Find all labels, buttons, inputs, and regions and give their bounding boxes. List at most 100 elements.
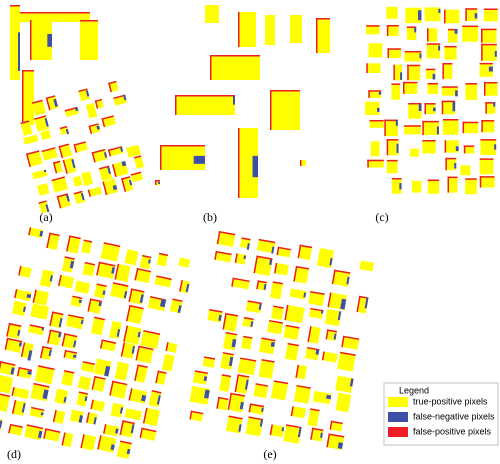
fp-edge — [9, 423, 23, 429]
building — [290, 15, 302, 43]
building — [134, 267, 152, 284]
fp-edge — [384, 119, 386, 137]
fp-edge — [63, 370, 75, 374]
fp-edge — [408, 102, 422, 105]
building — [316, 248, 334, 269]
fp-edge — [56, 193, 69, 198]
segmentation-maps — [0, 5, 498, 459]
fp-edge — [269, 424, 273, 436]
fp-edge — [316, 18, 318, 53]
fp-edge — [87, 189, 91, 197]
fp-edge — [214, 250, 218, 260]
fp-edge — [91, 152, 96, 163]
fp-edge — [238, 12, 240, 47]
building — [335, 375, 354, 393]
building — [324, 308, 342, 327]
building — [386, 159, 398, 174]
building — [258, 359, 275, 379]
fn-patch — [102, 290, 106, 296]
fp-edge — [88, 125, 93, 134]
fp-edge — [261, 337, 276, 342]
fn-patch — [364, 298, 369, 309]
building — [241, 335, 253, 350]
fp-edge — [129, 304, 144, 310]
fp-edge — [445, 157, 457, 160]
building — [120, 342, 136, 359]
fn-patch — [193, 155, 205, 164]
fp-edge — [41, 147, 56, 153]
building — [427, 179, 440, 194]
building — [82, 261, 96, 277]
fp-edge — [367, 159, 384, 162]
building — [274, 262, 289, 276]
fn-patch — [156, 395, 161, 405]
fn-patch — [488, 66, 493, 72]
fp-edge — [18, 265, 22, 276]
building — [270, 380, 289, 401]
fp-edge — [424, 103, 426, 115]
fp-edge — [25, 153, 31, 168]
fp-edge — [139, 427, 144, 438]
fp-edge — [230, 392, 246, 397]
building — [210, 55, 260, 80]
legend-swatch — [388, 397, 408, 407]
fp-edge — [98, 261, 116, 267]
fn-patch — [261, 407, 264, 412]
building — [225, 415, 243, 434]
fp-edge — [0, 361, 16, 366]
fn-patch — [203, 376, 208, 382]
building — [114, 263, 131, 283]
fn-patch — [123, 94, 127, 101]
fn-patch — [110, 444, 115, 451]
fp-edge — [234, 374, 240, 393]
building — [481, 120, 495, 133]
fp-edge — [73, 141, 86, 146]
building — [427, 28, 438, 42]
fp-edge — [125, 304, 131, 322]
fn-patch — [69, 260, 75, 269]
fp-edge — [96, 261, 101, 276]
fp-edge — [112, 380, 128, 386]
fp-edge — [447, 176, 450, 193]
fp-edge — [43, 428, 47, 439]
fp-edge — [284, 304, 289, 321]
building — [77, 375, 92, 391]
building — [54, 388, 69, 405]
fp-edge — [175, 95, 235, 97]
building — [110, 282, 129, 300]
fp-edge — [83, 239, 93, 243]
fp-edge — [134, 267, 139, 281]
fp-edge — [330, 420, 343, 425]
fp-edge — [141, 254, 152, 259]
fp-edge — [39, 345, 44, 359]
building — [222, 312, 239, 332]
fp-edge — [136, 267, 152, 273]
fn-patch — [65, 128, 70, 135]
fn-patch — [78, 415, 84, 423]
fn-patch — [418, 103, 422, 111]
building — [331, 269, 351, 287]
fp-edge — [441, 86, 458, 88]
fp-edge — [243, 335, 253, 339]
fn-patch — [395, 119, 398, 126]
fp-edge — [427, 28, 429, 42]
fp-edge — [285, 324, 300, 329]
fn-patch — [96, 125, 100, 130]
fp-edge — [16, 366, 21, 377]
fn-patch — [432, 73, 436, 80]
fn-patch — [120, 146, 124, 152]
fn-patch — [378, 91, 382, 95]
fp-edge — [387, 48, 401, 50]
building — [424, 103, 436, 115]
fp-edge — [465, 178, 477, 180]
fp-edge — [158, 252, 169, 257]
fp-edge — [64, 256, 75, 260]
fn-patch — [39, 230, 44, 237]
fp-edge — [424, 103, 436, 105]
fp-edge — [58, 143, 70, 148]
fp-edge — [98, 165, 110, 170]
building — [90, 316, 106, 336]
fp-edge — [310, 307, 324, 312]
fp-edge — [386, 25, 399, 27]
fp-edge — [231, 277, 235, 287]
